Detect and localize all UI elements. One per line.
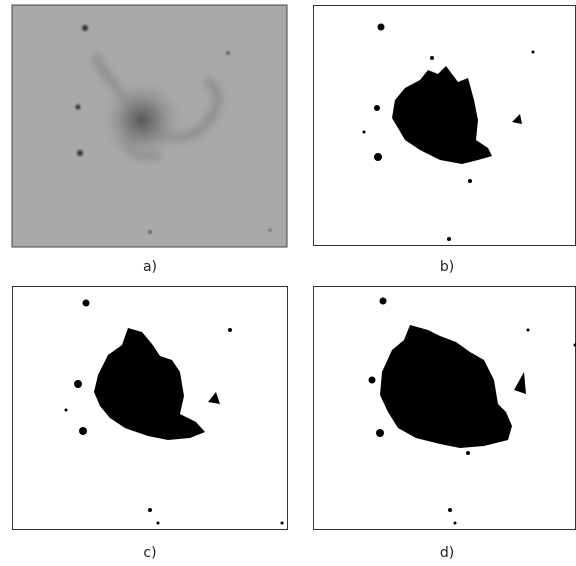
- caption: b): [440, 259, 454, 275]
- specks: [362, 23, 535, 241]
- threshold-blob: [380, 325, 512, 448]
- panel-a: [11, 4, 288, 248]
- panel-b: [313, 5, 576, 246]
- caption: d): [440, 545, 454, 561]
- galaxy-core: [97, 75, 187, 165]
- specks: [368, 297, 576, 525]
- caption: c): [143, 545, 156, 561]
- threshold-blob: [94, 328, 205, 440]
- panel-c: [12, 286, 288, 530]
- panel-d: [313, 286, 576, 530]
- stars: [75, 25, 272, 234]
- specks: [64, 299, 284, 525]
- threshold-blob: [392, 66, 492, 164]
- caption: a): [143, 259, 157, 275]
